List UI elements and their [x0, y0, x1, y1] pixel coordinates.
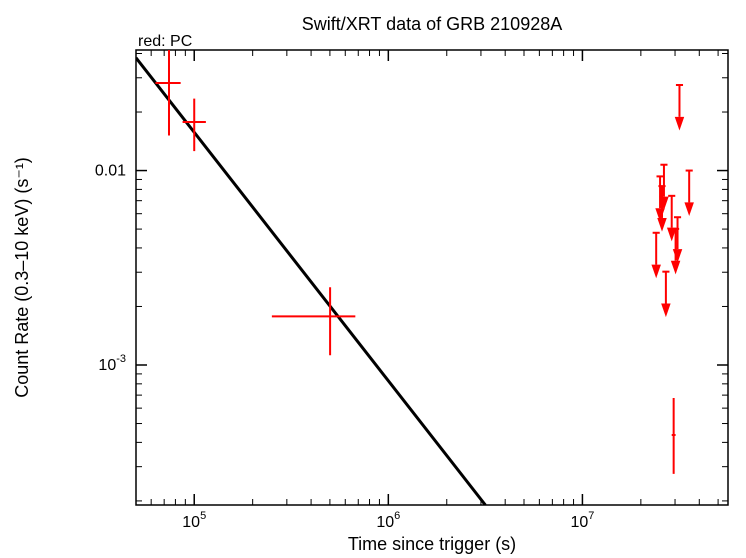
- plot-background: [0, 0, 746, 558]
- chart-title: Swift/XRT data of GRB 210928A: [302, 14, 562, 34]
- y-axis-label: Count Rate (0.3–10 keV) (s⁻¹): [12, 157, 32, 398]
- x-axis-label: Time since trigger (s): [348, 534, 516, 554]
- legend-text: red: PC: [138, 33, 192, 50]
- y-tick-label: 0.01: [95, 163, 126, 180]
